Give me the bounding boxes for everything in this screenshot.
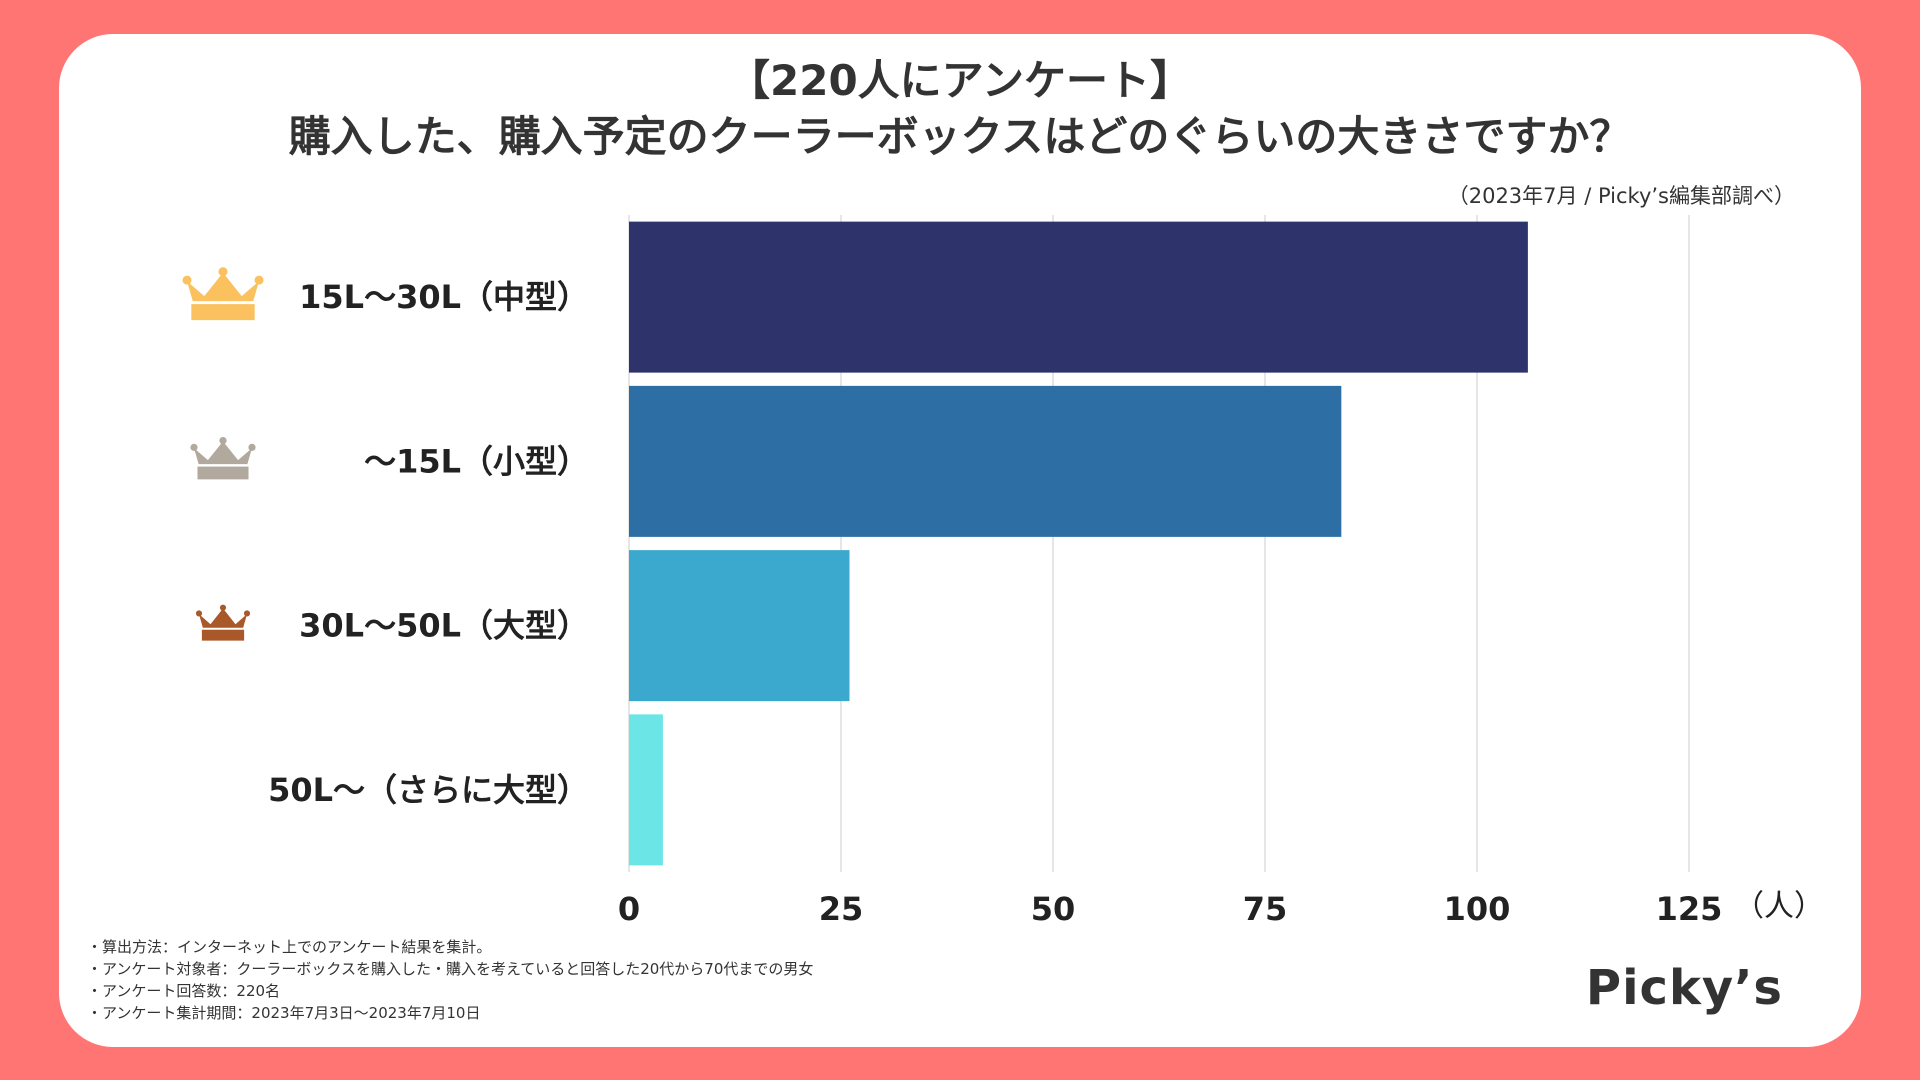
note-target: ・アンケート対象者：クーラーボックスを購入した・購入を考えていると回答した20代…	[87, 960, 814, 978]
bar	[629, 714, 663, 866]
category-label: 15L〜30L（中型）	[299, 278, 589, 316]
source-note: （2023年7月 / Picky’s編集部調べ）	[1447, 184, 1795, 208]
x-tick-label: 100	[1444, 890, 1511, 928]
crown-bronze-icon	[195, 604, 251, 641]
x-tick-label: 25	[819, 890, 864, 928]
bar-chart: 15L〜30L（中型） 〜15L（小型） 30L〜50L（大型） 50L〜（さらに大型…	[182, 215, 1824, 928]
note-count: ・アンケート回答数：220名	[87, 982, 281, 1000]
survey-notes: ・算出方法：インターネット上でのアンケート結果を集計。 ・アンケート対象者：クー…	[87, 936, 813, 1024]
bar	[629, 221, 1528, 373]
x-tick-label: 50	[1031, 890, 1076, 928]
brand-logo: Picky’s	[1585, 960, 1783, 1016]
category-label: 50L〜（さらに大型）	[268, 771, 589, 809]
crown-gold-icon	[182, 267, 264, 321]
x-tick-label: 75	[1243, 890, 1288, 928]
chart-card: 【220人にアンケート】 購入した、購入予定のクーラーボックスはどのぐらいの大き…	[59, 34, 1861, 1047]
note-method: ・算出方法：インターネット上でのアンケート結果を集計。	[87, 938, 492, 956]
x-tick-label: 125	[1656, 890, 1723, 928]
chart-subtitle: 購入した、購入予定のクーラーボックスはどのぐらいの大きさですか？	[288, 112, 1632, 161]
category-label: 〜15L（小型）	[364, 442, 589, 480]
bar	[629, 385, 1342, 537]
category-label: 30L〜50L（大型）	[299, 607, 589, 645]
bar	[629, 550, 850, 702]
x-tick-label: 0	[618, 890, 640, 928]
chart-title: 【220人にアンケート】	[728, 56, 1192, 105]
note-period: ・アンケート集計期間：2023年7月3日〜2023年7月10日	[87, 1004, 481, 1022]
crown-silver-icon	[190, 436, 256, 480]
x-axis-unit-label: （人）	[1734, 889, 1824, 924]
